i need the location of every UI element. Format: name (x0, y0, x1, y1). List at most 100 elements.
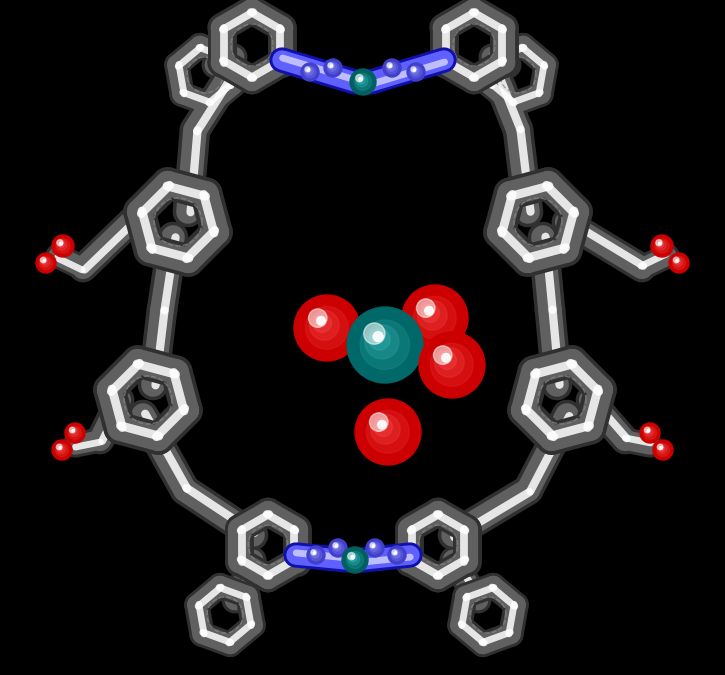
Circle shape (305, 67, 310, 72)
Circle shape (669, 253, 689, 273)
Circle shape (394, 552, 397, 554)
Circle shape (335, 545, 338, 547)
Circle shape (372, 545, 375, 547)
Circle shape (41, 257, 46, 263)
Circle shape (294, 295, 360, 361)
Circle shape (389, 65, 392, 68)
Circle shape (394, 552, 397, 555)
Circle shape (365, 325, 399, 359)
Circle shape (674, 258, 683, 267)
Circle shape (647, 429, 650, 433)
Circle shape (411, 68, 419, 76)
Circle shape (372, 332, 384, 344)
Circle shape (334, 544, 339, 549)
Circle shape (350, 556, 355, 560)
Circle shape (383, 59, 401, 77)
Circle shape (656, 240, 662, 246)
Circle shape (369, 542, 381, 553)
Circle shape (369, 329, 390, 350)
Circle shape (418, 300, 447, 330)
Circle shape (72, 429, 75, 433)
Circle shape (309, 309, 327, 327)
Circle shape (647, 429, 650, 432)
Circle shape (658, 242, 661, 246)
Circle shape (305, 306, 348, 349)
Circle shape (317, 317, 326, 325)
Circle shape (72, 429, 75, 432)
Circle shape (348, 553, 360, 565)
Circle shape (55, 443, 68, 456)
Circle shape (351, 556, 355, 559)
Circle shape (58, 242, 65, 248)
Circle shape (356, 74, 363, 82)
Circle shape (425, 306, 434, 315)
Circle shape (70, 428, 79, 437)
Circle shape (413, 296, 456, 340)
Circle shape (646, 429, 651, 434)
Circle shape (653, 440, 673, 460)
Circle shape (304, 66, 316, 78)
Circle shape (333, 543, 338, 548)
Circle shape (315, 317, 326, 327)
Circle shape (349, 554, 357, 562)
Circle shape (413, 69, 415, 72)
Circle shape (377, 421, 386, 431)
Circle shape (310, 310, 339, 340)
Circle shape (328, 63, 333, 68)
Circle shape (59, 242, 62, 245)
Circle shape (389, 65, 392, 68)
Circle shape (313, 552, 315, 554)
Circle shape (651, 235, 673, 257)
Circle shape (372, 545, 375, 547)
Circle shape (334, 543, 341, 551)
Circle shape (328, 63, 336, 72)
Circle shape (438, 351, 457, 369)
Circle shape (378, 421, 386, 429)
Circle shape (332, 542, 344, 553)
Circle shape (324, 59, 342, 77)
Circle shape (674, 257, 679, 263)
Circle shape (347, 551, 363, 568)
Circle shape (356, 75, 368, 87)
Circle shape (402, 285, 468, 351)
Circle shape (311, 549, 316, 555)
Circle shape (645, 427, 650, 433)
Circle shape (373, 331, 383, 342)
Circle shape (366, 410, 409, 453)
Circle shape (656, 443, 669, 456)
Circle shape (413, 68, 417, 73)
Circle shape (407, 63, 425, 81)
Circle shape (386, 62, 398, 74)
Circle shape (364, 323, 385, 344)
Circle shape (342, 547, 368, 573)
Circle shape (59, 242, 62, 246)
Circle shape (59, 447, 62, 450)
Circle shape (313, 552, 315, 555)
Circle shape (370, 413, 388, 431)
Circle shape (307, 69, 310, 71)
Circle shape (672, 256, 685, 269)
Circle shape (43, 259, 46, 262)
Circle shape (70, 427, 75, 433)
Circle shape (348, 552, 355, 560)
Circle shape (313, 314, 331, 333)
Circle shape (312, 551, 318, 556)
Circle shape (431, 344, 473, 386)
Circle shape (42, 259, 47, 265)
Circle shape (370, 543, 378, 551)
Circle shape (421, 304, 439, 323)
Circle shape (640, 423, 660, 443)
Circle shape (441, 354, 450, 364)
Circle shape (659, 446, 664, 452)
Circle shape (301, 63, 319, 81)
Circle shape (330, 65, 333, 68)
Circle shape (643, 427, 656, 439)
Circle shape (36, 253, 56, 273)
Circle shape (360, 320, 410, 369)
Circle shape (335, 545, 338, 547)
Circle shape (645, 428, 654, 437)
Circle shape (59, 446, 62, 449)
Circle shape (658, 444, 663, 450)
Circle shape (305, 68, 313, 76)
Circle shape (43, 260, 46, 263)
